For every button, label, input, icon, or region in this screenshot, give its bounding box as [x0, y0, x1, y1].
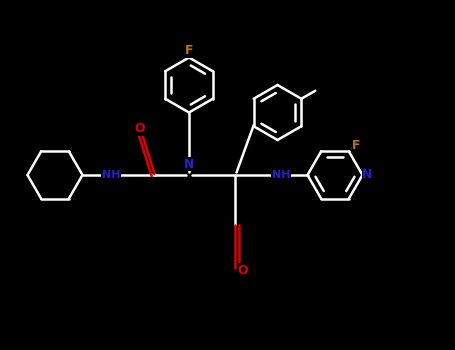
Text: NH: NH — [272, 170, 290, 180]
Text: NH: NH — [102, 170, 120, 180]
Text: O: O — [135, 122, 145, 135]
Text: N: N — [362, 168, 373, 182]
Text: O: O — [238, 264, 248, 276]
Text: F: F — [185, 44, 193, 57]
Text: F: F — [352, 139, 360, 152]
Text: N: N — [184, 158, 194, 170]
